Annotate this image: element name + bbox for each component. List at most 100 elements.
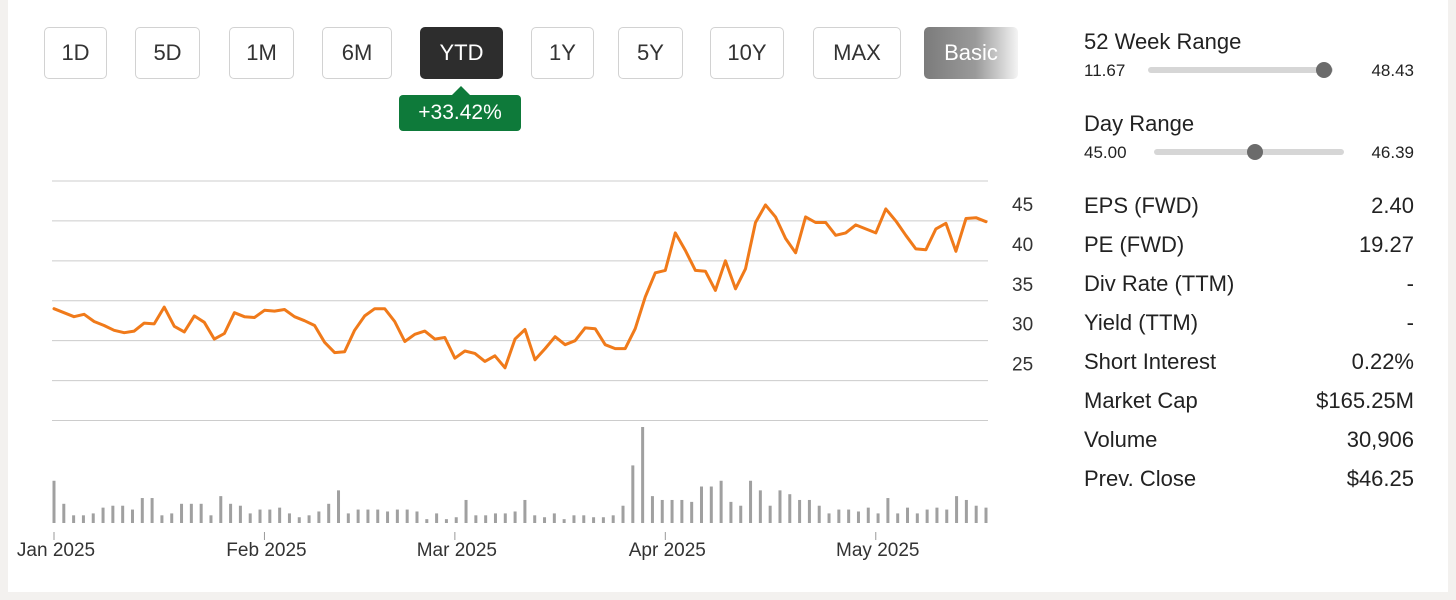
chart-gridlines — [52, 180, 988, 421]
volume-bar — [601, 517, 605, 523]
volume-bar — [415, 511, 419, 523]
volume-bar — [366, 509, 370, 523]
volume-bar — [307, 515, 311, 523]
volume-bar — [906, 507, 910, 523]
x-axis-ticks: Jan 2025 Feb 2025 Mar 2025 Apr 2025 May 2025 — [17, 532, 919, 561]
stat-value: 0.22% — [1351, 349, 1414, 374]
quote-card — [8, 0, 1448, 592]
stat-value: $46.25 — [1346, 466, 1414, 491]
price-chart: 25 30 35 40 45 Jan 2025 Feb 2025 Mar 2025 Apr 2… — [17, 180, 1033, 561]
stat-row: Prev. Close $46.25 — [1076, 466, 1414, 496]
range-button-10y[interactable]: 10Y — [710, 27, 784, 79]
volume-bar — [346, 513, 350, 523]
volume-bar — [170, 513, 174, 523]
stat-label: Market Cap — [1084, 388, 1198, 413]
week52-range-track — [1148, 67, 1333, 73]
volume-bar — [945, 509, 949, 523]
volume-bar — [160, 515, 164, 523]
volume-bar — [572, 515, 576, 523]
volume-bar — [287, 513, 291, 523]
stat-label: PE (FWD) — [1084, 232, 1185, 257]
volume-bar — [91, 513, 95, 523]
volume-bar — [503, 513, 507, 523]
volume-bar — [778, 490, 782, 523]
volume-bar — [935, 507, 939, 523]
volume-bar — [278, 507, 282, 523]
volume-bar — [621, 505, 625, 523]
stat-row: EPS (FWD) 2.40 — [1076, 193, 1414, 223]
volume-bar — [709, 486, 713, 523]
volume-bar — [719, 480, 723, 523]
volume-bar — [650, 496, 654, 523]
y-tick-label: 45 — [1012, 195, 1033, 216]
volume-bar — [523, 499, 527, 523]
range-button-1d[interactable]: 1D — [44, 27, 107, 79]
volume-bar — [758, 490, 762, 523]
volume-bar — [405, 509, 409, 523]
volume-bar — [337, 490, 341, 523]
x-tick-label: May 2025 — [836, 540, 919, 561]
volume-bar — [699, 486, 703, 523]
volume-bar — [955, 496, 959, 523]
range-button-1m[interactable]: 1M — [229, 27, 294, 79]
volume-bar — [121, 505, 125, 523]
volume-bar — [827, 513, 831, 523]
volume-bar — [641, 427, 645, 523]
range-button-ytd[interactable]: YTD — [420, 27, 503, 79]
volume-bar — [484, 515, 488, 523]
x-tick-label: Apr 2025 — [629, 540, 706, 561]
volume-bar — [886, 498, 890, 523]
volume-bar — [876, 513, 880, 523]
y-tick-label: 35 — [1012, 275, 1033, 296]
volume-bar — [238, 505, 242, 523]
range-button-6m[interactable]: 6M — [322, 27, 392, 79]
range-button-max[interactable]: MAX — [813, 27, 901, 79]
volume-bar — [111, 505, 115, 523]
volume-bar — [866, 507, 870, 523]
volume-bar — [444, 519, 448, 523]
range-button-5d[interactable]: 5D — [135, 27, 200, 79]
volume-bar — [788, 494, 792, 523]
stat-value: $165.25M — [1316, 388, 1414, 413]
stat-row: Yield (TTM) - — [1076, 310, 1414, 340]
volume-bar — [425, 519, 429, 523]
range-button-basic[interactable]: Basic — [924, 27, 1018, 79]
volume-bar — [543, 517, 547, 523]
stat-label: Volume — [1084, 427, 1158, 452]
volume-bar — [739, 505, 743, 523]
volume-bar — [964, 499, 968, 523]
volume-bar — [454, 517, 458, 523]
range-button-1y[interactable]: 1Y — [531, 27, 594, 79]
y-tick-label: 25 — [1012, 355, 1033, 376]
stat-value: 19.27 — [1358, 232, 1414, 257]
volume-bar — [631, 465, 635, 523]
volume-bar — [258, 509, 262, 523]
volume-bar — [582, 515, 586, 523]
stat-row: Short Interest 0.22% — [1076, 349, 1414, 379]
volume-bar — [52, 480, 56, 523]
volume-bar — [464, 499, 468, 523]
volume-bar — [837, 509, 841, 523]
volume-bar — [915, 513, 919, 523]
volume-bar — [670, 499, 674, 523]
stat-value: 30,906 — [1346, 427, 1414, 452]
volume-bar — [376, 509, 380, 523]
day-range-marker — [1246, 144, 1263, 160]
range-button-5y[interactable]: 5Y — [618, 27, 683, 79]
volume-bar — [209, 515, 213, 523]
volume-bar — [150, 498, 154, 523]
day-range-title: Day Range — [1084, 111, 1195, 136]
volume-bar — [513, 511, 517, 523]
volume-bar — [533, 515, 537, 523]
volume-bar — [817, 505, 821, 523]
volume-bar — [356, 509, 360, 523]
volume-bars — [52, 427, 988, 523]
volume-bar — [925, 509, 929, 523]
stat-label: EPS (FWD) — [1084, 193, 1199, 218]
volume-bar — [395, 509, 399, 523]
volume-bar — [189, 503, 193, 523]
volume-bar — [660, 499, 664, 523]
volume-bar — [749, 480, 753, 523]
stat-label: Prev. Close — [1084, 466, 1197, 491]
volume-bar — [768, 505, 772, 523]
